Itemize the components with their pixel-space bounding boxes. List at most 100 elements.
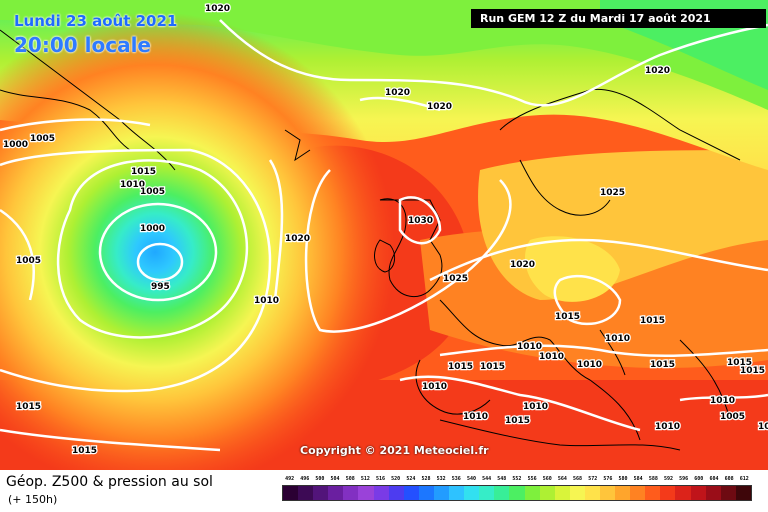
isobar-label: 1015 (131, 167, 156, 177)
scale-swatch (599, 486, 616, 500)
scale-swatch (690, 486, 706, 500)
scale-label: 504 (330, 476, 340, 482)
scale-label: 524 (406, 476, 416, 482)
isobar-label: 1010 (254, 296, 279, 306)
scale-label: 520 (391, 476, 401, 482)
scale-swatch (675, 486, 691, 500)
isobar-lines (0, 19, 768, 452)
scale-swatch (524, 486, 540, 500)
scale-swatch (328, 486, 344, 500)
isobar-label: 1015 (480, 362, 505, 372)
isobar-label: 1010 (655, 422, 680, 432)
forecast-time: 20:00 locale (14, 33, 151, 57)
scale-label: 532 (436, 476, 446, 482)
isobar-label: 1015 (727, 358, 752, 368)
isobar-label: 1025 (443, 274, 468, 284)
forecast-date: Lundi 23 août 2021 (14, 12, 178, 30)
isobar-label: 1010 (605, 334, 630, 344)
scale-swatch (735, 486, 751, 500)
isobar-label: 1010 (463, 412, 488, 422)
scale-swatch (509, 486, 525, 500)
scale-label: 528 (421, 476, 431, 482)
scale-label: 536 (451, 476, 461, 482)
isobar-label: 1020 (285, 234, 310, 244)
scale-label: 584 (633, 476, 643, 482)
isobar-label: 1010 (422, 382, 447, 392)
scale-label: 548 (497, 476, 507, 482)
scale-swatch (705, 486, 721, 500)
isobar-label: 1020 (205, 4, 230, 14)
weather-map: 1020 1000 1005 1015 1010 1005 1000 995 1005 1020 1… (0, 0, 768, 470)
scale-swatch (403, 486, 419, 500)
field-low (0, 12, 395, 470)
isobar-label: 1020 (510, 260, 535, 270)
scale-swatch (358, 486, 374, 500)
color-scale-bar (282, 485, 752, 501)
isobar-label: 1025 (600, 188, 625, 198)
isobar-label: 1015 (650, 360, 675, 370)
isobar-label: 1005 (30, 134, 55, 144)
scale-swatch (554, 486, 570, 500)
isobar-label: 1000 (140, 224, 165, 234)
scale-label: 576 (603, 476, 613, 482)
isobar-label: 1015 (740, 366, 765, 376)
scale-label: 544 (482, 476, 492, 482)
scale-label: 564 (557, 476, 567, 482)
scale-label: 568 (573, 476, 583, 482)
isobar-label: 1010 (577, 360, 602, 370)
isobar-label: 1010 (517, 342, 542, 352)
isobar-label: 1020 (385, 88, 410, 98)
scale-swatch (615, 486, 631, 500)
scale-swatch (660, 486, 676, 500)
isobar-label: 1010 (539, 352, 564, 362)
scale-swatch (449, 486, 465, 500)
scale-label: 492 (285, 476, 295, 482)
field-yellow-core (525, 236, 620, 302)
scale-label: 592 (663, 476, 673, 482)
legend-subtitle: (+ 150h) (8, 493, 58, 506)
isobar-label: 1015 (16, 402, 41, 412)
scale-label: 540 (466, 476, 476, 482)
scale-swatch (388, 486, 404, 500)
scale-swatch (298, 486, 314, 500)
isobar-label: 1015 (640, 316, 665, 326)
scale-swatch (494, 486, 510, 500)
isobar-label: 1005 (140, 187, 165, 197)
isobar-label: 1020 (645, 66, 670, 76)
scale-swatch (539, 486, 555, 500)
scale-label: 580 (618, 476, 628, 482)
scale-swatch (630, 486, 646, 500)
isobar-label: 1005 (16, 256, 41, 266)
isobar-label: 1030 (408, 216, 433, 226)
scale-swatch (283, 486, 299, 500)
scale-label: 608 (724, 476, 734, 482)
scale-swatch (479, 486, 495, 500)
scale-label: 588 (648, 476, 658, 482)
scale-swatch (584, 486, 600, 500)
isobar-label: 1015 (505, 416, 530, 426)
isobar-label: 1000 (3, 140, 28, 150)
isobar-label: 1015 (72, 446, 97, 456)
isobar-label: 1010 (710, 396, 735, 406)
scale-label: 516 (376, 476, 386, 482)
isobar-label: 1020 (427, 102, 452, 112)
isobar-label: 1005 (720, 412, 745, 422)
scale-swatch (313, 486, 329, 500)
isobar-label: 1010 (120, 180, 145, 190)
scale-swatch (433, 486, 450, 500)
scale-label: 604 (709, 476, 719, 482)
scale-label: 560 (542, 476, 552, 482)
color-scale: 492 496 500 504 508 512 516 520 524 528 532 536 540 5… (282, 476, 752, 501)
scale-label: 496 (300, 476, 310, 482)
scale-swatch (720, 486, 736, 500)
model-run-banner: Run GEM 12 Z du Mardi 17 août 2021 (471, 9, 766, 28)
isobar-label: 1015 (448, 362, 473, 372)
scale-label: 596 (679, 476, 689, 482)
copyright-notice: Copyright © 2021 Meteociel.fr (300, 444, 489, 457)
scale-swatch (343, 486, 359, 500)
scale-swatch (569, 486, 585, 500)
scale-swatch (373, 486, 389, 500)
scale-label: 512 (360, 476, 370, 482)
scale-swatch (418, 486, 434, 500)
isobar-label: 1010 (758, 422, 768, 432)
